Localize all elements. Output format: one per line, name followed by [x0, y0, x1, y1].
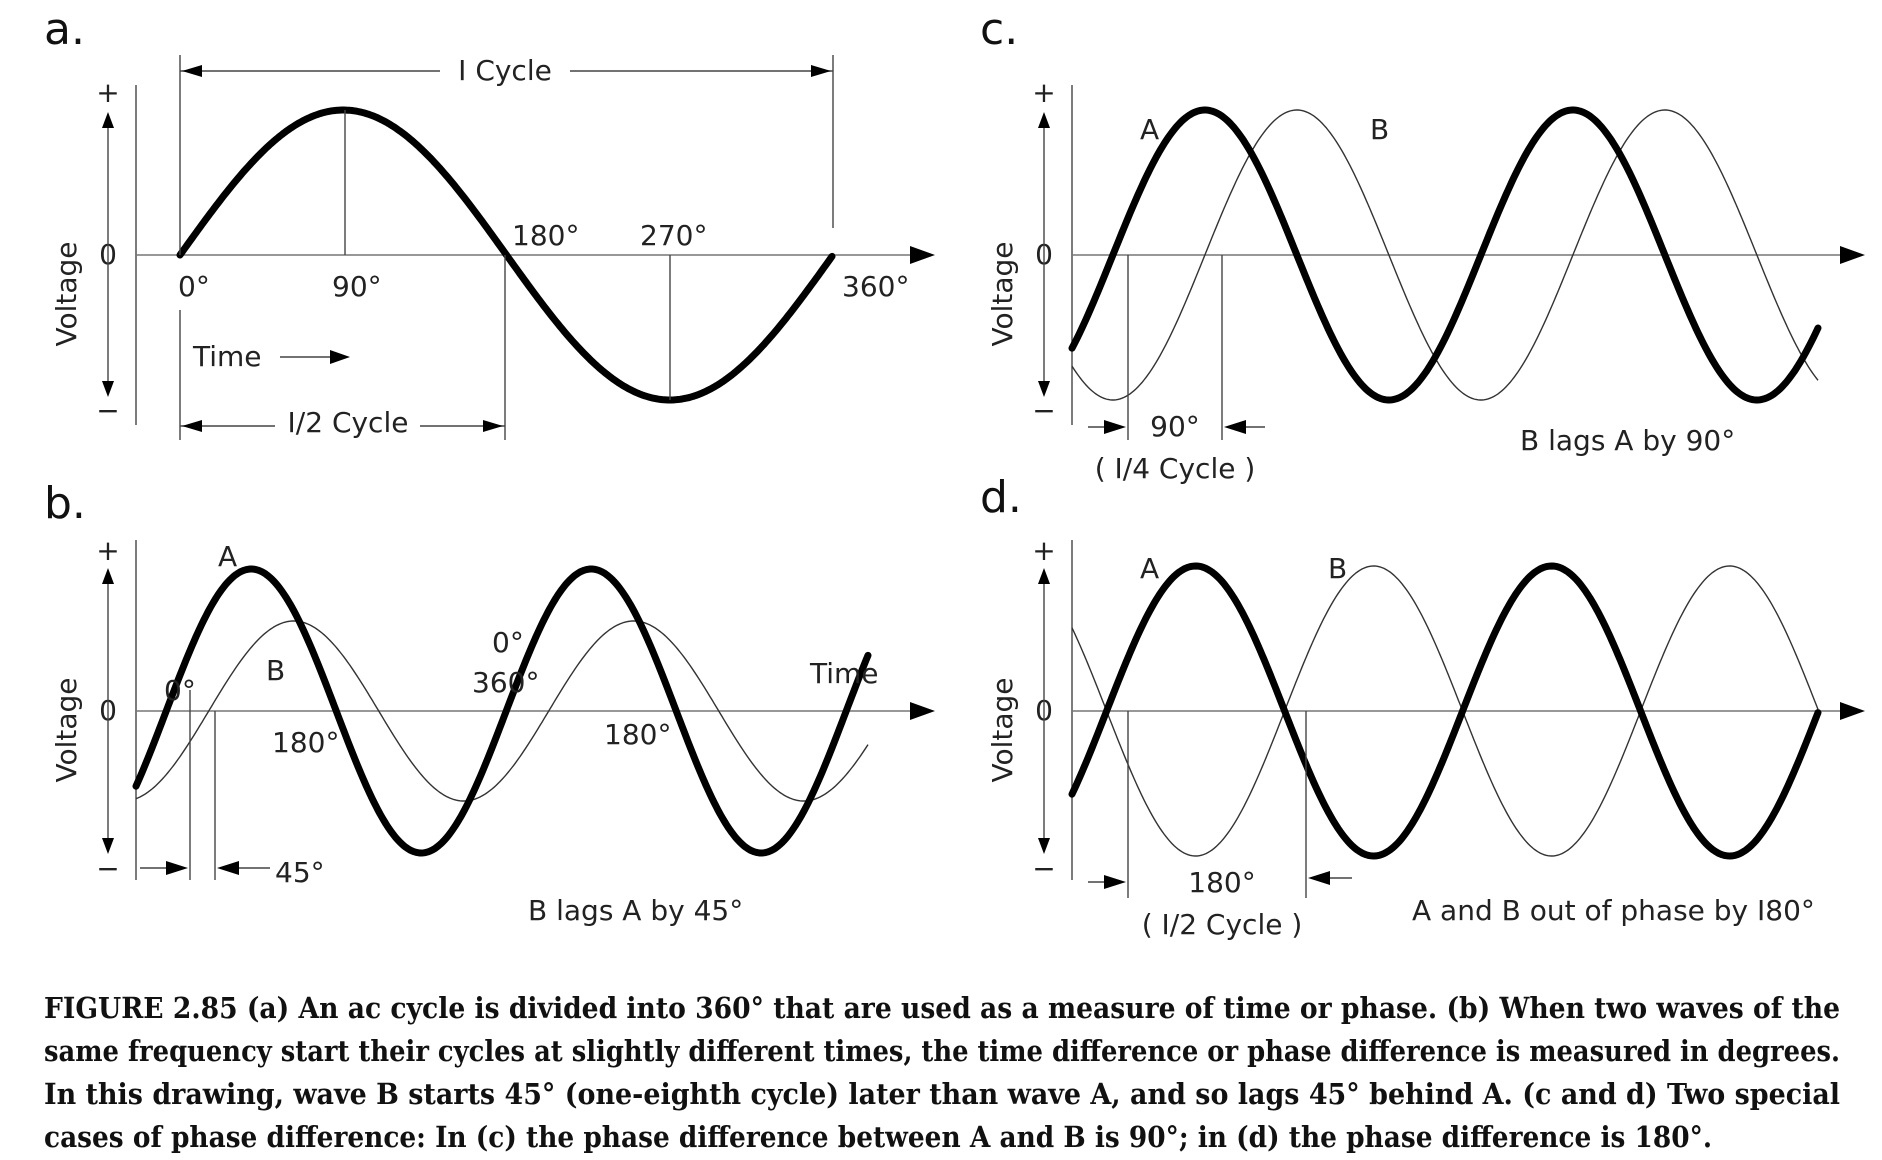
panel-b: b. Voltage + 0 − 45° A B 0° 0° 360° 180°…: [44, 478, 935, 927]
caption-line-1: FIGURE 2.85 (a) An ac cycle is divided i…: [44, 991, 1840, 1025]
panel-c-label-a: A: [1140, 113, 1159, 146]
panel-a-deg270: 270°: [640, 219, 707, 252]
panel-c-deg90: 90°: [1150, 410, 1200, 443]
panel-a-plus: +: [96, 76, 119, 109]
panel-c-arrow-up-icon: [1038, 112, 1050, 128]
panel-d-plus: +: [1032, 534, 1055, 567]
panel-a-arrow-up-icon: [102, 112, 114, 128]
panel-a-half-arrow-right-icon: [483, 420, 503, 432]
panel-a-time-arrow-icon: [330, 350, 350, 364]
panel-b-deg0b: 0°: [492, 626, 524, 659]
panel-b-arrow-up-icon: [102, 568, 114, 584]
panel-d-arrow-down-icon: [1038, 838, 1050, 854]
panel-c-label-b: B: [1370, 113, 1389, 146]
figure-caption: FIGURE 2.85 (a) An ac cycle is divided i…: [44, 991, 1840, 1154]
panel-b-wave-a: [132, 565, 872, 857]
panel-b-45-arrow-right-icon: [166, 861, 188, 875]
panel-d-wave-a: [1068, 562, 1822, 860]
panel-b-deg180-1: 180°: [272, 726, 339, 759]
panel-c-wave-a: [1068, 106, 1822, 404]
panel-b-deg360: 360°: [472, 666, 539, 699]
panel-d-ylabel: Voltage: [986, 677, 1019, 782]
panel-d-letter: d.: [980, 472, 1022, 523]
panel-d: d. Voltage + 0 − 180° ( I/2 Cycle ) A B …: [980, 472, 1865, 941]
panel-a-cycle-arrow-left-icon: [182, 65, 202, 77]
panel-c-90-arrow-left-icon: [1224, 420, 1246, 434]
panel-b-note: B lags A by 45°: [528, 894, 743, 927]
caption-line-3: In this drawing, wave B starts 45° (one-…: [44, 1077, 1840, 1111]
panel-b-plus: +: [96, 534, 119, 567]
panel-c-letter: c.: [980, 4, 1018, 55]
panel-a-time: Time: [192, 340, 262, 373]
panel-a: a. Voltage + 0 − I Cycle I/2 Cycle: [44, 4, 935, 440]
panel-d-wave-b: [1071, 565, 1819, 857]
panel-d-deg180: 180°: [1188, 866, 1255, 899]
panel-b-arrow-down-icon: [102, 838, 114, 854]
panel-d-arrow-up-icon: [1038, 568, 1050, 584]
panel-c-note: B lags A by 90°: [1520, 424, 1735, 457]
panel-a-cycle-arrow-right-icon: [811, 65, 831, 77]
panel-a-minus: −: [96, 394, 119, 427]
panel-a-sine-wave: [176, 106, 836, 404]
panel-d-label-b: B: [1328, 552, 1347, 585]
panel-d-half: ( I/2 Cycle ): [1142, 908, 1303, 941]
panel-b-deg45: 45°: [275, 856, 325, 889]
panel-c-minus: −: [1032, 394, 1055, 427]
panel-a-deg180: 180°: [512, 219, 579, 252]
panel-c-x-arrow-icon: [1840, 246, 1865, 264]
panel-d-minus: −: [1032, 852, 1055, 885]
panel-d-180-arrow-left-icon: [1308, 871, 1330, 885]
panel-c-wave-b: [1071, 109, 1819, 401]
panel-b-label-b: B: [266, 654, 285, 687]
panel-a-deg360: 360°: [842, 270, 909, 303]
panel-c-ylabel: Voltage: [986, 241, 1019, 346]
panel-b-letter: b.: [44, 478, 86, 529]
panel-b-minus: −: [96, 852, 119, 885]
panel-a-half-cycle: I/2 Cycle: [288, 406, 409, 439]
panel-b-wave-b: [135, 620, 869, 802]
panel-a-half-arrow-left-icon: [182, 420, 202, 432]
panel-a-one-cycle: I Cycle: [458, 54, 552, 87]
panel-b-45-arrow-left-icon: [217, 861, 239, 875]
panel-a-letter: a.: [44, 4, 85, 55]
panel-c-plus: +: [1032, 76, 1055, 109]
panel-b-ylabel: Voltage: [50, 677, 83, 782]
panel-d-x-arrow-icon: [1840, 702, 1865, 720]
panel-c-90-arrow-right-icon: [1104, 420, 1126, 434]
panel-a-deg0: 0°: [178, 270, 210, 303]
panel-b-label-a: A: [218, 540, 237, 573]
panel-d-label-a: A: [1140, 552, 1159, 585]
panel-b-deg180-2: 180°: [604, 718, 671, 751]
panel-c-quarter: ( I/4 Cycle ): [1095, 452, 1256, 485]
panel-b-x-arrow-icon: [910, 702, 935, 720]
caption-line-4: cases of phase difference: In (c) the ph…: [44, 1120, 1712, 1154]
panel-a-deg90: 90°: [332, 270, 382, 303]
panel-a-ylabel: Voltage: [50, 241, 83, 346]
panel-c: c. Voltage + 0 − 90° ( I/4 Cycle ) A B B…: [980, 4, 1865, 485]
panel-d-note: A and B out of phase by I80°: [1412, 894, 1815, 927]
panel-b-time: Time: [809, 657, 879, 690]
panel-d-180-arrow-right-icon: [1104, 875, 1126, 889]
caption-line-2: same frequency start their cycles at sli…: [44, 1034, 1840, 1068]
panel-a-arrow-down-icon: [102, 381, 114, 397]
panel-b-deg0: 0°: [164, 674, 196, 707]
panel-a-x-arrow-icon: [910, 246, 935, 264]
panel-c-arrow-down-icon: [1038, 381, 1050, 397]
